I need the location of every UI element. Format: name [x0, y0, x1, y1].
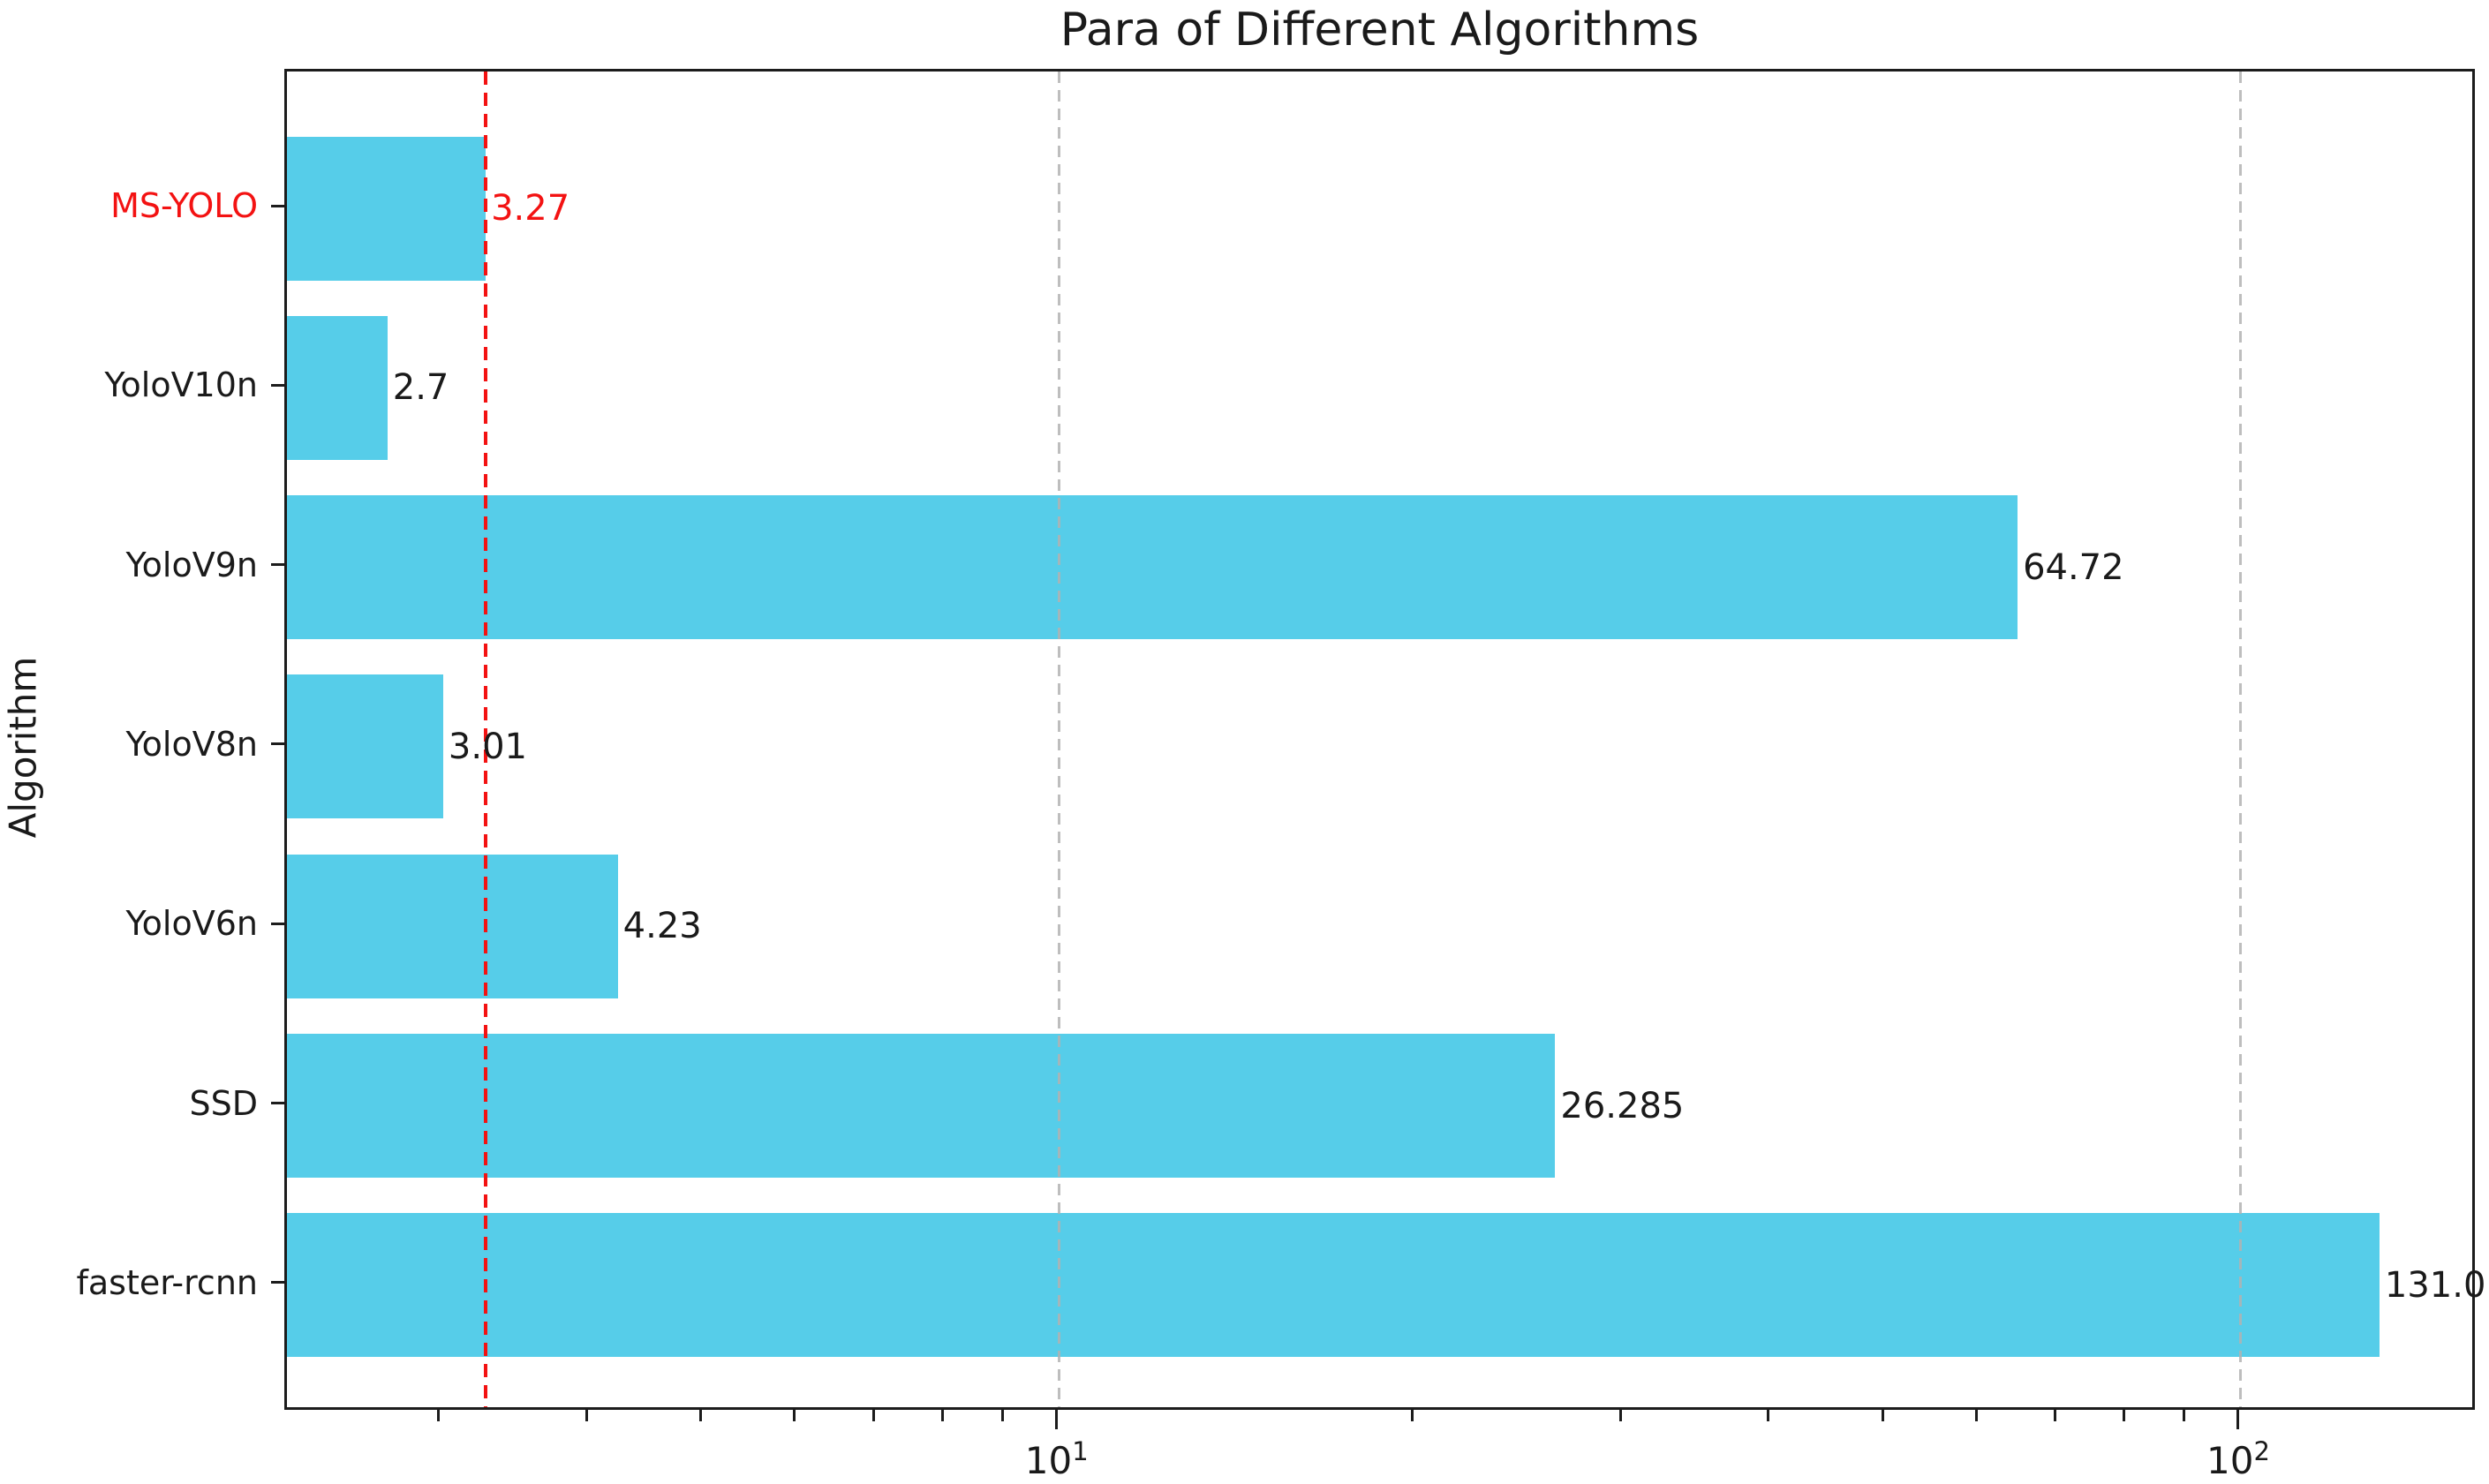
ytick-mark-YoloV6n	[271, 922, 284, 925]
ytick-label-SSD: SSD	[189, 1083, 258, 1123]
bar-YoloV9n	[287, 495, 2018, 640]
xtick-minor-60	[1974, 1410, 1978, 1421]
bar-YoloV8n	[287, 674, 443, 819]
xtick-label-100: 102	[2206, 1436, 2270, 1482]
xtick-exponent: 2	[2253, 1436, 2270, 1466]
xtick-minor-3	[437, 1410, 441, 1421]
xtick-minor-70	[2054, 1410, 2057, 1421]
xtick-minor-20	[1411, 1410, 1414, 1421]
xtick-minor-4	[585, 1410, 588, 1421]
value-label-faster-rcnn: 131.0	[2384, 1264, 2486, 1306]
xtick-major-100	[2236, 1410, 2240, 1429]
xtick-minor-80	[2122, 1410, 2125, 1421]
ytick-mark-faster-rcnn	[271, 1281, 284, 1284]
grid-layer	[287, 72, 2472, 1407]
xtick-minor-8	[940, 1410, 944, 1421]
ytick-label-MS-YOLO: MS-YOLO	[110, 186, 258, 225]
ytick-label-faster-rcnn: faster-rcnn	[76, 1262, 259, 1302]
bar-SSD	[287, 1034, 1556, 1178]
bar-faster-rcnn	[287, 1213, 2380, 1358]
xtick-minor-90	[2183, 1410, 2186, 1421]
ytick-label-YoloV9n: YoloV9n	[125, 545, 258, 584]
xtick-minor-5	[699, 1410, 703, 1421]
value-label-YoloV8n: 3.01	[448, 726, 527, 767]
reference-line	[484, 72, 488, 1407]
value-label-MS-YOLO: 3.27	[491, 188, 570, 229]
xtick-minor-6	[793, 1410, 796, 1421]
ytick-mark-SSD	[271, 1102, 284, 1104]
bar-YoloV6n	[287, 854, 618, 998]
xtick-minor-30	[1618, 1410, 1622, 1421]
ytick-label-YoloV8n: YoloV8n	[125, 724, 258, 764]
value-label-YoloV10n: 2.7	[392, 367, 449, 409]
ytick-mark-YoloV9n	[271, 563, 284, 567]
xtick-minor-7	[871, 1410, 875, 1421]
value-label-SSD: 26.285	[1560, 1085, 1685, 1126]
xtick-major-10	[1055, 1410, 1059, 1429]
bar-YoloV10n	[287, 315, 388, 460]
bars-layer	[287, 72, 2472, 1407]
y-axis-label: Algorithm	[1, 656, 45, 839]
value-label-YoloV9n: 64.72	[2023, 546, 2124, 588]
value-labels-layer: 3.27 2.7 64.72 3.01 4.23 26.285 131.0	[287, 72, 2486, 1407]
ytick-label-YoloV10n: YoloV10n	[104, 365, 258, 405]
ytick-label-YoloV6n: YoloV6n	[125, 904, 258, 944]
reference-line-layer	[287, 72, 2472, 1407]
xtick-minor-9	[1000, 1410, 1004, 1421]
xtick-exponent: 1	[1072, 1436, 1089, 1466]
ytick-mark-YoloV8n	[271, 742, 284, 746]
plot-area: 3.27 2.7 64.72 3.01 4.23 26.285 131.0	[284, 69, 2486, 1410]
gridline-10	[1058, 72, 1061, 1407]
gridline-100	[2239, 72, 2243, 1407]
chart-title: Para of Different Algorithms	[1060, 4, 1700, 56]
xtick-minor-40	[1766, 1410, 1769, 1421]
ytick-mark-MS-YOLO	[271, 204, 284, 207]
xtick-label-10: 101	[1024, 1436, 1089, 1482]
value-label-YoloV6n: 4.23	[622, 906, 702, 947]
bar-MS-YOLO	[287, 136, 486, 281]
ytick-mark-YoloV10n	[271, 383, 284, 387]
xtick-minor-50	[1881, 1410, 1884, 1421]
